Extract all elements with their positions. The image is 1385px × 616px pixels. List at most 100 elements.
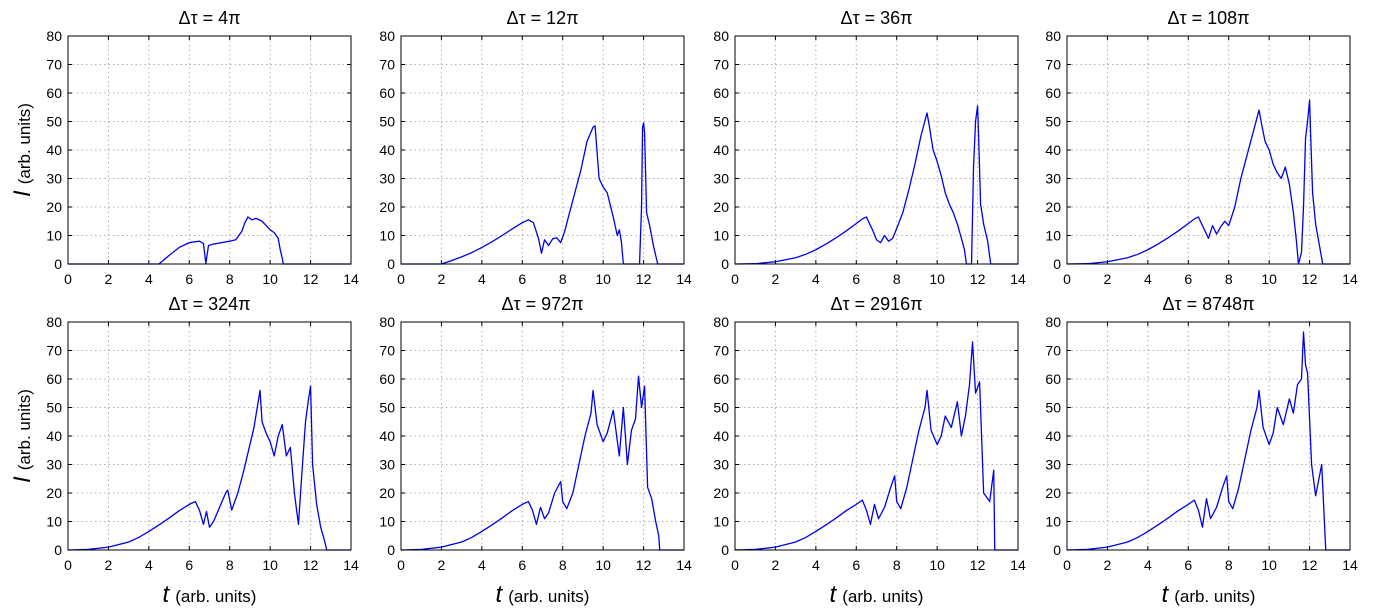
x-axis-unit: (arb. units) [175,587,256,606]
y-tick-label: 40 [1045,428,1061,444]
x-tick-label: 6 [518,557,526,573]
series-line-1 [1066,331,1350,551]
series-line-1 [68,216,351,265]
panel-title: Δτ = 8748π [1162,294,1254,314]
x-tick-label: 6 [185,271,193,287]
panel-title: Δτ = 4π [178,8,240,28]
y-tick-label: 70 [379,343,395,359]
x-tick-label: 0 [731,557,739,573]
y-axis-symbol: I [9,190,36,197]
x-tick-label: 12 [303,271,319,287]
y-tick-label: 80 [1045,28,1061,44]
y-tick-label: 80 [1045,314,1061,330]
panel-1: 0 2 4 6 8 10 12 14 0 10 20 30 40 50 60 70 80 Δτ = 4π I (arb… [9,8,359,287]
y-tick-label: 60 [46,371,62,387]
y-tick-label: 10 [379,228,395,244]
y-axis-unit: (arb. units) [15,103,34,184]
y-tick-label: 60 [713,371,729,387]
y-tick-label: 10 [713,228,729,244]
x-tick-label: 0 [64,557,72,573]
y-tick-label: 10 [713,514,729,530]
x-tick-label: 2 [105,557,113,573]
y-tick-label: 60 [1045,85,1061,101]
x-tick-label: 12 [1302,557,1318,573]
x-tick-label: 6 [185,557,193,573]
x-tick-label: 14 [1342,271,1358,287]
y-axis-label: I (arb. units) [9,389,36,483]
y-tick-label: 0 [1053,256,1061,272]
x-tick-label: 6 [852,557,860,573]
x-tick-label: 14 [676,271,692,287]
y-tick-label: 80 [713,314,729,330]
y-tick-label: 20 [46,199,62,215]
y-tick-label: 80 [46,314,62,330]
x-tick-label: 10 [262,271,278,287]
y-tick-label: 30 [713,457,729,473]
x-tick-label: 8 [226,271,234,287]
y-tick-label: 40 [46,142,62,158]
y-tick-label: 20 [379,199,395,215]
y-tick-label: 60 [379,371,395,387]
y-tick-label: 40 [713,428,729,444]
plot-area [68,322,351,550]
x-tick-label: 6 [852,271,860,287]
x-tick-label: 2 [772,271,780,287]
x-tick-label: 0 [731,271,739,287]
x-tick-label: 0 [397,557,405,573]
x-tick-label: 8 [1225,557,1233,573]
x-tick-label: 14 [676,557,692,573]
y-tick-label: 70 [46,343,62,359]
panel-title: Δτ = 36π [840,8,912,28]
x-tick-label: 10 [1261,271,1277,287]
y-tick-label: 50 [1045,400,1061,416]
panel-8: 0 2 4 6 8 10 12 14 0 10 20 30 40 50 60 70 80 Δτ = 8748π t(… [1045,294,1358,608]
series-line-1 [734,105,1018,265]
x-tick-label: 10 [595,557,611,573]
y-tick-label: 10 [379,514,395,530]
x-tick-label: 6 [1184,271,1192,287]
x-tick-label: 14 [343,271,359,287]
y-tick-label: 10 [1045,514,1061,530]
y-tick-label: 0 [721,256,729,272]
x-tick-label: 8 [226,557,234,573]
y-tick-label: 60 [1045,371,1061,387]
y-tick-label: 30 [713,171,729,187]
plot-area [1067,36,1350,264]
y-tick-label: 80 [46,28,62,44]
y-tick-label: 50 [379,114,395,130]
y-tick-label: 30 [46,457,62,473]
x-tick-label: 8 [1225,271,1233,287]
x-axis-label: t (arb. units) [1162,581,1256,608]
panel-title: Δτ = 2916π [830,294,922,314]
y-tick-label: 70 [713,57,729,73]
x-tick-label: 4 [145,557,153,573]
series-line-1 [67,385,351,551]
x-tick-label: 10 [595,271,611,287]
x-tick-label: 0 [1063,271,1071,287]
panel-2: 0 2 4 6 8 10 12 14 0 10 20 30 40 50 60 70 80 Δτ = 12π [379,8,692,287]
y-tick-label: 30 [1045,457,1061,473]
panel-title: Δτ = 12π [506,8,578,28]
y-tick-label: 30 [1045,171,1061,187]
panel-title: Δτ = 108π [1167,8,1249,28]
y-tick-label: 0 [721,542,729,558]
x-tick-label: 4 [478,557,486,573]
y-tick-label: 0 [1053,542,1061,558]
panel-6: 0 2 4 6 8 10 12 14 0 10 20 30 40 50 60 70 80 Δτ = 972π t (a… [379,294,692,608]
plot-area [735,36,1018,264]
y-tick-label: 50 [46,400,62,416]
x-tick-label: 14 [343,557,359,573]
y-tick-label: 10 [46,514,62,530]
y-tick-label: 20 [1045,199,1061,215]
x-tick-label: 12 [970,557,986,573]
y-tick-label: 70 [1045,343,1061,359]
plot-area [735,322,1018,550]
x-axis-unit: (arb. units) [508,587,589,606]
x-tick-label: 0 [64,271,72,287]
y-tick-label: 80 [713,28,729,44]
y-tick-label: 10 [46,228,62,244]
x-tick-label: 0 [1063,557,1071,573]
x-tick-label: 10 [1261,557,1277,573]
y-axis-symbol: I [9,476,36,483]
